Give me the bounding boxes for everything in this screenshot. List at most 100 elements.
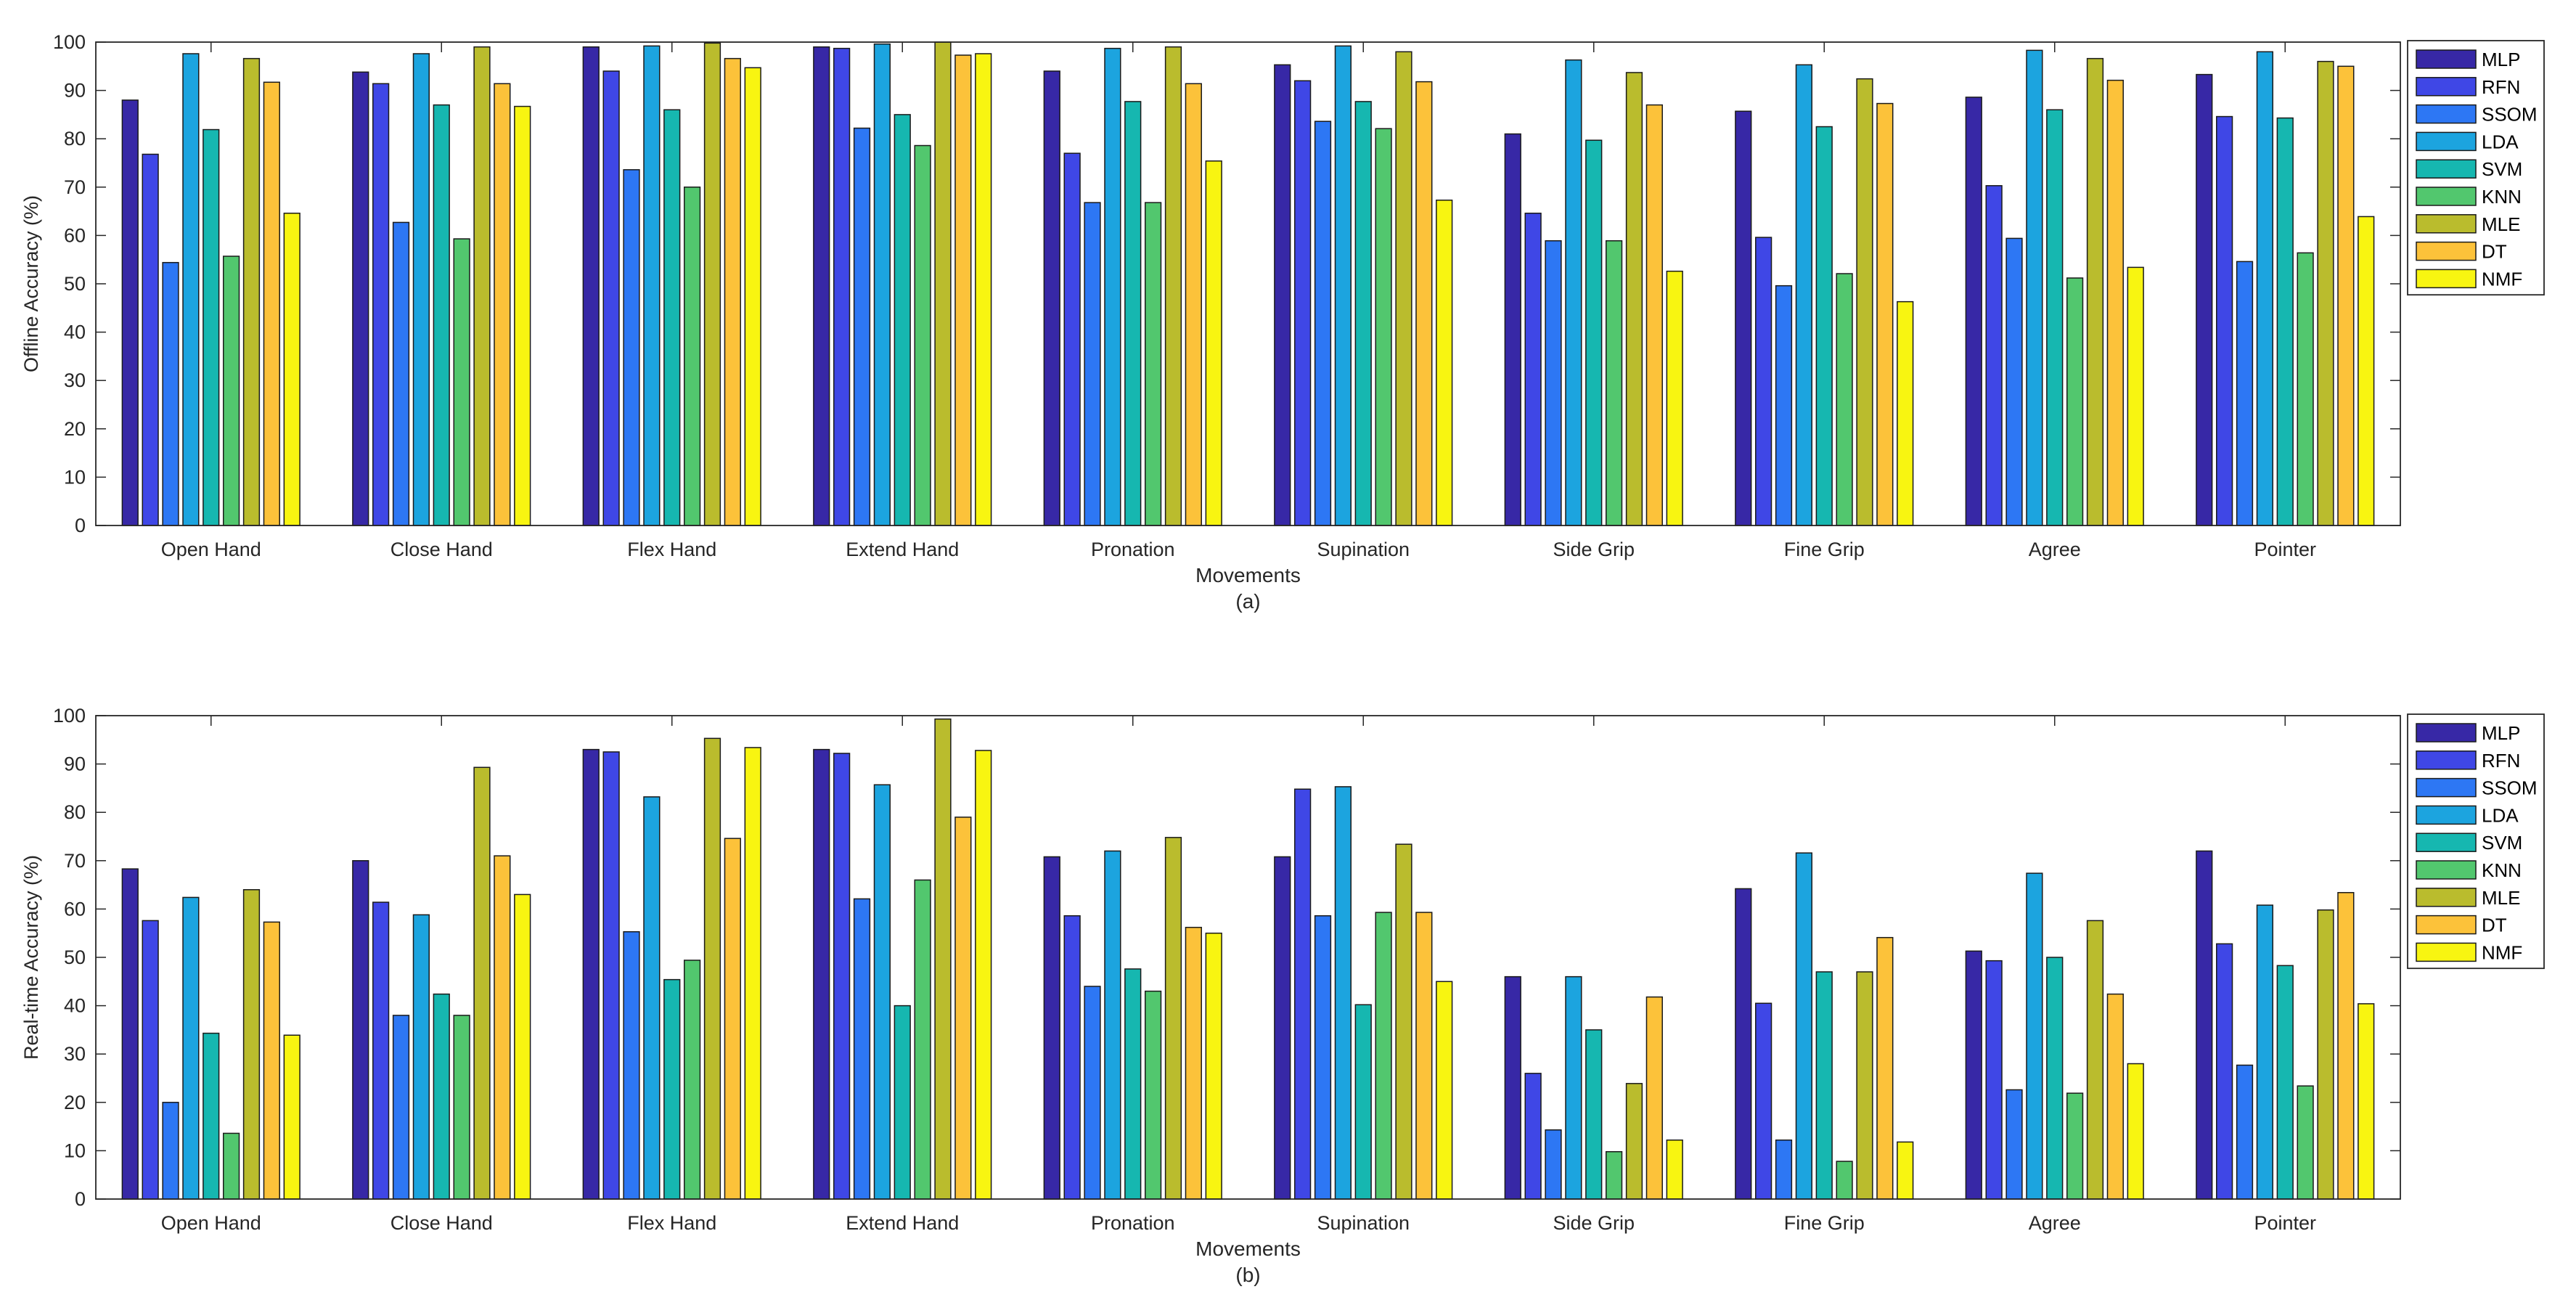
bar-pointer-mle [2317,60,2334,526]
bar-open-hand-mle [242,889,261,1200]
bar-agree-mlp [1965,97,1982,526]
x-tick-label-open-hand: Open Hand [161,1212,261,1234]
bar-agree-mle [2086,57,2104,526]
bar-fine-grip-rfn [1755,237,1772,526]
bar-supination-mlp [1274,64,1291,526]
bar-agree-ssom [2005,237,2023,526]
bar-side-grip-lda [1565,59,1582,526]
bar-fine-grip-mle [1856,971,1873,1200]
bar-pointer-knn [2297,1085,2314,1200]
bar-pointer-nmf [2358,216,2375,526]
bar-side-grip-rfn [1524,1073,1542,1200]
bar-extend-hand-svm [894,1005,911,1200]
bar-supination-svm [1354,101,1372,526]
bar-pointer-rfn [2216,115,2233,526]
bar-supination-dt [1415,81,1433,526]
bar-pronation-lda [1104,850,1121,1200]
bar-close-hand-mle [473,46,491,526]
y-tick-label: 0 [75,515,86,536]
bar-close-hand-ssom [392,1015,410,1200]
bar-fine-grip-dt [1876,102,1894,526]
legend-swatch-knn [2416,860,2477,880]
x-tick-label-side-grip: Side Grip [1553,1212,1635,1234]
bar-pronation-svm [1124,968,1142,1200]
legend: MLP RFN SSOM LDA SVM KNN MLE DT NMF [2407,713,2545,970]
bar-side-grip-mle [1625,72,1643,526]
bar-close-hand-rfn [372,901,390,1200]
y-tick-label: 0 [75,1188,86,1210]
legend-swatch-lda [2416,131,2477,152]
bar-side-grip-dt [1645,104,1663,526]
bar-fine-grip-dt [1876,936,1894,1200]
bar-pointer-dt [2337,65,2355,526]
bar-side-grip-knn [1606,1150,1623,1200]
legend-label-nmf: NMF [2482,268,2522,290]
bar-side-grip-ssom [1545,1129,1562,1200]
y-tick-label: 20 [64,1092,86,1113]
y-tick-label: 80 [64,801,86,823]
bar-extend-hand-svm [894,114,911,526]
x-tick-label-pronation: Pronation [1091,1212,1175,1234]
bar-pronation-dt [1185,83,1202,526]
bar-extend-hand-mlp [813,46,830,526]
bar-side-grip-nmf [1666,1139,1683,1200]
x-tick-label-supination: Supination [1317,539,1410,560]
x-tick-label-pointer: Pointer [2254,539,2316,560]
bar-pointer-mle [2317,909,2334,1200]
bar-pronation-mle [1164,837,1182,1200]
bar-close-hand-lda [412,914,430,1200]
bar-pointer-mlp [2196,850,2213,1200]
bar-open-hand-lda [182,53,200,526]
bar-extend-hand-mle [934,718,952,1200]
bar-open-hand-rfn [142,153,159,526]
legend-swatch-mle [2416,888,2477,907]
bar-supination-nmf [1436,200,1453,526]
bar-open-hand-rfn [142,920,159,1200]
x-tick-label-extend-hand: Extend Hand [846,1212,959,1234]
bar-pointer-rfn [2216,943,2233,1200]
bar-close-hand-mlp [352,860,369,1200]
bar-open-hand-ssom [162,261,179,526]
bar-pointer-dt [2337,892,2355,1200]
bar-flex-hand-dt [724,57,741,526]
bar-pronation-ssom [1084,202,1101,526]
bar-extend-hand-dt [954,817,972,1200]
bar-flex-hand-lda [643,796,661,1200]
legend-label-dt: DT [2482,241,2507,263]
bar-pronation-knn [1145,990,1162,1200]
bar-fine-grip-ssom [1775,1139,1793,1200]
bar-pointer-ssom [2236,261,2254,526]
bar-fine-grip-rfn [1755,1002,1772,1200]
bar-pointer-knn [2297,252,2314,526]
bar-pronation-mle [1164,46,1182,526]
bar-fine-grip-mlp [1735,110,1752,526]
bar-extend-hand-rfn [833,753,851,1200]
legend-swatch-rfn [2416,750,2477,770]
bar-open-hand-nmf [283,1034,300,1200]
bar-agree-lda [2026,872,2043,1200]
bar-pronation-rfn [1063,915,1081,1200]
y-axis-label: Real-time Accuracy (%) [20,855,42,1060]
x-tick-label-flex-hand: Flex Hand [627,539,716,560]
legend-label-rfn: RFN [2482,76,2520,98]
bar-pronation-mlp [1043,856,1060,1200]
y-tick-label: 20 [64,418,86,440]
bar-open-hand-svm [203,1032,220,1200]
bar-fine-grip-ssom [1775,285,1793,526]
bar-flex-hand-rfn [602,70,620,526]
bar-flex-hand-mlp [582,748,600,1200]
bar-fine-grip-mlp [1735,888,1752,1200]
bar-side-grip-knn [1606,240,1623,526]
y-tick-label: 90 [64,753,86,775]
legend-swatch-dt [2416,915,2477,935]
bar-close-hand-dt [494,83,511,526]
bar-supination-dt [1415,912,1433,1200]
bar-flex-hand-mlp [582,46,600,526]
bar-side-grip-ssom [1545,240,1562,526]
bar-close-hand-dt [494,855,511,1200]
x-axis-label: Movements [1195,1238,1301,1260]
bar-close-hand-svm [433,993,450,1200]
bar-close-hand-svm [433,104,450,526]
bar-supination-svm [1354,1004,1372,1200]
